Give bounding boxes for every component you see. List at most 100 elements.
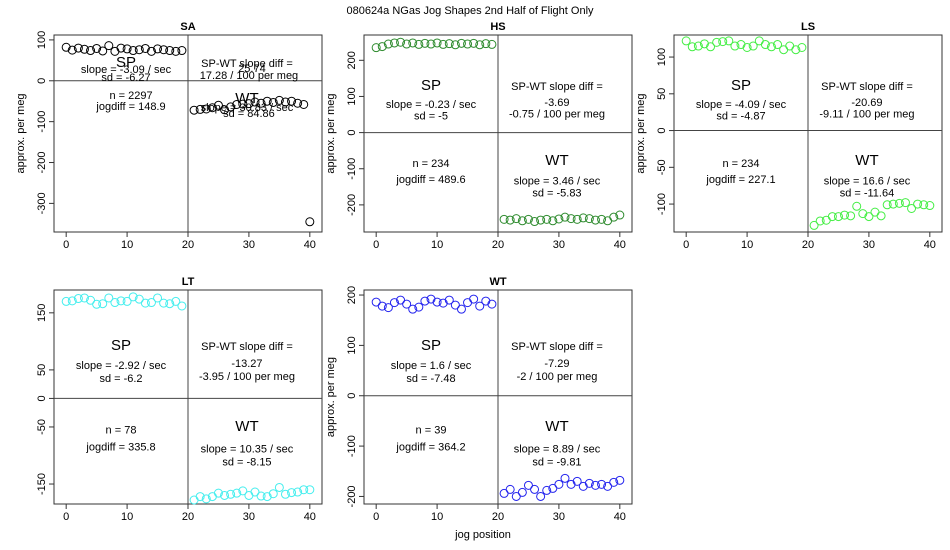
data-point (913, 199, 923, 209)
data-point (299, 485, 309, 495)
data-point (189, 105, 199, 115)
data-point (195, 492, 205, 502)
data-point (444, 295, 454, 305)
data-point (718, 37, 728, 47)
annotation-wt: WT (545, 152, 568, 169)
data-point (262, 492, 272, 502)
data-point (505, 484, 515, 494)
data-point (846, 211, 856, 221)
y-tick-label: -150 (36, 473, 48, 495)
data-point (250, 97, 260, 107)
data-point (238, 486, 248, 496)
data-point (371, 43, 381, 53)
x-tick-label: 30 (243, 239, 255, 251)
y-tick-label: -100 (346, 435, 358, 457)
data-point (377, 42, 387, 52)
data-point (858, 209, 868, 219)
y-tick-label: 0 (36, 78, 48, 84)
data-point (256, 98, 266, 108)
data-point (79, 293, 89, 303)
annotation-jogdiff: jogdiff = 489.6 (395, 174, 465, 186)
annotation-sp-slope: slope = -3.09 / sec (81, 64, 172, 76)
x-tick-label: 30 (243, 511, 255, 523)
data-point (766, 42, 776, 52)
data-point (456, 38, 466, 48)
y-tick-label: -100 (656, 193, 668, 215)
data-point (110, 298, 120, 308)
x-tick-label: 0 (683, 239, 689, 251)
annotation-wt-sd: sd = -8.15 (222, 456, 271, 468)
data-point (153, 293, 163, 303)
annotation-diff-title: SP-WT slope diff = (511, 341, 603, 353)
data-point (189, 495, 199, 505)
annotation-sp-sd: sd = -7.48 (406, 373, 455, 385)
annotation-diff-per: 17.28 / 100 per meg (200, 70, 298, 82)
data-point (86, 46, 96, 56)
data-point (61, 296, 71, 306)
data-point (250, 487, 260, 497)
annotation-wt-sd: sd = 84.86 (223, 108, 275, 120)
data-point (232, 99, 242, 109)
data-point (560, 473, 570, 483)
data-point (165, 299, 175, 309)
data-point (469, 38, 479, 48)
data-point (603, 481, 613, 491)
data-point (171, 46, 181, 56)
data-point (444, 39, 454, 49)
data-point (305, 217, 315, 227)
data-point (146, 298, 156, 308)
data-point (426, 39, 436, 49)
data-point (104, 293, 114, 303)
data-point (98, 299, 108, 309)
y-tick-label: 50 (656, 88, 668, 100)
data-point (280, 97, 290, 107)
data-point (67, 45, 77, 55)
data-point (159, 45, 169, 55)
panel-wt: WT 0 10 20 30 40 200 100 0 -100 -200 approx. per me… (325, 276, 633, 523)
data-point (402, 39, 412, 49)
data-point (487, 39, 497, 49)
y-axis-label: approx. per meg (635, 93, 647, 173)
annotation-wt-slope: slope = 16.6 / sec (824, 176, 911, 188)
data-point (907, 203, 917, 213)
data-point (293, 98, 303, 108)
data-point (609, 477, 619, 487)
data-point (706, 42, 716, 52)
y-tick-label: 100 (346, 336, 358, 354)
annotation-sp: SP (111, 337, 131, 354)
y-tick-label: 50 (36, 364, 48, 376)
data-point (140, 298, 150, 308)
data-point (542, 214, 552, 224)
data-point (92, 43, 102, 53)
annotation-wt-sd: sd = -5.83 (532, 188, 581, 200)
annotation-sp: SP (421, 77, 441, 94)
y-axis-label: approx. per meg (15, 93, 27, 173)
annotation-sp-sd: sd = -5 (414, 111, 448, 123)
x-tick-label: 40 (614, 511, 626, 523)
y-tick-label: -100 (36, 111, 48, 133)
figure-xlabel: jog position (454, 529, 511, 541)
y-tick-label: 0 (346, 130, 358, 136)
y-tick-label: 200 (346, 286, 358, 304)
data-point (207, 103, 217, 113)
annotation-sp-sd: sd = -6.2 (99, 373, 142, 385)
data-point (523, 214, 533, 224)
data-point (566, 214, 576, 224)
data-point (511, 214, 521, 224)
data-point (754, 36, 764, 46)
data-point (213, 488, 223, 498)
data-point (177, 301, 187, 311)
data-point (760, 40, 770, 50)
annotation-sp-slope: slope = -2.92 / sec (76, 360, 167, 372)
x-tick-label: 20 (492, 239, 504, 251)
data-point (505, 215, 515, 225)
data-point (140, 43, 150, 53)
panel-title: HS (490, 21, 505, 33)
data-point (414, 39, 424, 49)
x-tick-label: 20 (492, 511, 504, 523)
data-point (371, 297, 381, 307)
data-point (98, 46, 108, 56)
x-tick-label: 0 (373, 239, 379, 251)
data-point (791, 45, 801, 55)
